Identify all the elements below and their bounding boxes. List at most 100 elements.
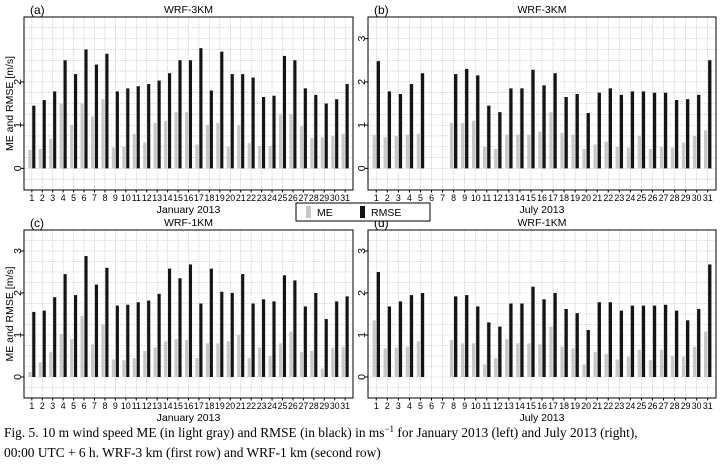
- rmse-bar-25: [641, 91, 646, 169]
- me-bar-25: [278, 343, 283, 377]
- x-tick-label: 23: [614, 193, 624, 203]
- x-tick-label: 26: [648, 193, 658, 203]
- rmse-bar-23: [262, 299, 266, 377]
- rmse-bar-13: [157, 293, 161, 377]
- x-tick-label: 3: [396, 401, 401, 411]
- y-tick-label: 0: [356, 374, 368, 380]
- x-tick-label: 19: [570, 193, 580, 203]
- me-bar-11: [132, 133, 136, 169]
- legend: ME RMSE: [295, 202, 431, 222]
- me-bar-10: [472, 343, 476, 377]
- x-tick-label: 4: [61, 193, 66, 203]
- rmse-bar-30: [335, 99, 339, 169]
- figure-caption: Fig. 5. 10 m wind speed ME (in light gra…: [4, 423, 720, 463]
- me-bar-11: [483, 146, 487, 169]
- me-bar-17: [195, 358, 199, 377]
- rmse-bar-31: [345, 84, 349, 169]
- rmse-bar-1: [32, 105, 36, 169]
- me-bar-26: [289, 114, 293, 169]
- me-bar-29: [320, 368, 324, 377]
- x-tick-label: 29: [681, 193, 691, 203]
- x-tick-label: 3: [396, 193, 401, 203]
- rmse-bar-3: [53, 91, 57, 169]
- x-tick-label: 7: [92, 193, 97, 203]
- me-bar-13: [505, 339, 509, 377]
- rmse-bar-26: [652, 92, 657, 169]
- x-tick-label: 27: [298, 193, 308, 203]
- grid: [24, 17, 353, 190]
- x-tick-label: 16: [184, 401, 194, 411]
- x-tick-label: 27: [659, 401, 669, 411]
- x-tick-label: 29: [681, 401, 691, 411]
- x-tick-label: 7: [440, 193, 445, 203]
- me-bar-4: [59, 103, 63, 169]
- rmse-bar-23: [619, 94, 624, 169]
- rmse-bar-7: [94, 64, 99, 169]
- me-bar-4: [405, 346, 410, 377]
- rmse-bar-14: [520, 303, 524, 377]
- me-bar-19: [571, 134, 575, 169]
- rmse-bar-28: [674, 100, 679, 169]
- rmse-bar-4: [409, 295, 414, 377]
- me-bar-28: [310, 138, 314, 169]
- x-tick-label: 20: [225, 401, 235, 411]
- me-bar-17: [195, 144, 199, 169]
- me-bar-8: [449, 340, 454, 377]
- rmse-bar-9: [115, 91, 119, 169]
- me-bar-18: [205, 125, 209, 169]
- rmse-bar-30: [697, 308, 701, 377]
- me-bar-1: [28, 149, 32, 169]
- rmse-bar-20: [586, 113, 590, 169]
- rmse-bar-24: [630, 91, 635, 169]
- x-tick-label: 21: [592, 401, 602, 411]
- y-tick-label: 1: [356, 122, 368, 128]
- x-tick-label: 25: [637, 401, 647, 411]
- me-bar-13: [153, 122, 157, 169]
- rmse-bar-9: [115, 305, 119, 377]
- rmse-bar-22: [251, 303, 255, 377]
- x-tick-label: 2: [385, 401, 390, 411]
- me-bar-1: [372, 320, 376, 377]
- me-bar-9: [460, 343, 465, 377]
- x-tick-label: 19: [570, 401, 580, 411]
- me-bar-22: [604, 353, 608, 377]
- rmse-bar-29: [686, 320, 690, 377]
- x-tick-label: 3: [50, 193, 55, 203]
- me-bar-19: [571, 348, 575, 377]
- me-bar-13: [153, 347, 157, 377]
- x-tick-label: 28: [309, 193, 319, 203]
- me-bar-21: [593, 144, 597, 169]
- x-tick-label: 11: [482, 401, 491, 411]
- rmse-bar-29: [324, 319, 328, 377]
- me-bar-18: [560, 132, 564, 169]
- me-bar-24: [268, 145, 272, 169]
- rmse-bar-30: [335, 301, 339, 377]
- rmse-bar-16: [542, 299, 546, 377]
- me-bar-9: [111, 359, 115, 377]
- x-tick-label: 5: [418, 193, 423, 203]
- me-bar-2: [38, 362, 42, 377]
- rmse-bar-29: [686, 99, 690, 169]
- rmse-bar-5: [420, 73, 425, 169]
- me-bar-2: [38, 148, 42, 169]
- me-bar-15: [174, 112, 178, 169]
- x-tick-label: 20: [225, 193, 235, 203]
- me-bar-3: [49, 351, 53, 377]
- grid: [368, 17, 716, 190]
- x-tick-label: 28: [670, 193, 680, 203]
- y-tick-label: 0: [12, 165, 24, 171]
- x-tick-label: 14: [515, 193, 525, 203]
- rmse-bar-21: [241, 274, 245, 377]
- x-tick-label: 21: [236, 401, 246, 411]
- rmse-bar-2: [387, 91, 392, 169]
- grid: [368, 230, 716, 398]
- rmse-bar-17: [199, 303, 203, 377]
- rmse-bar-10: [126, 88, 130, 169]
- rmse-bar-18: [209, 90, 213, 169]
- x-tick-label: 19: [215, 193, 225, 203]
- me-bar-11: [132, 358, 136, 377]
- caption-line-2: 00:00 UTC + 6 h. WRF-3 km (first row) an…: [4, 445, 381, 460]
- me-bar-27: [659, 146, 664, 169]
- me-bar-31: [341, 133, 345, 169]
- x-tick-label: 23: [257, 401, 267, 411]
